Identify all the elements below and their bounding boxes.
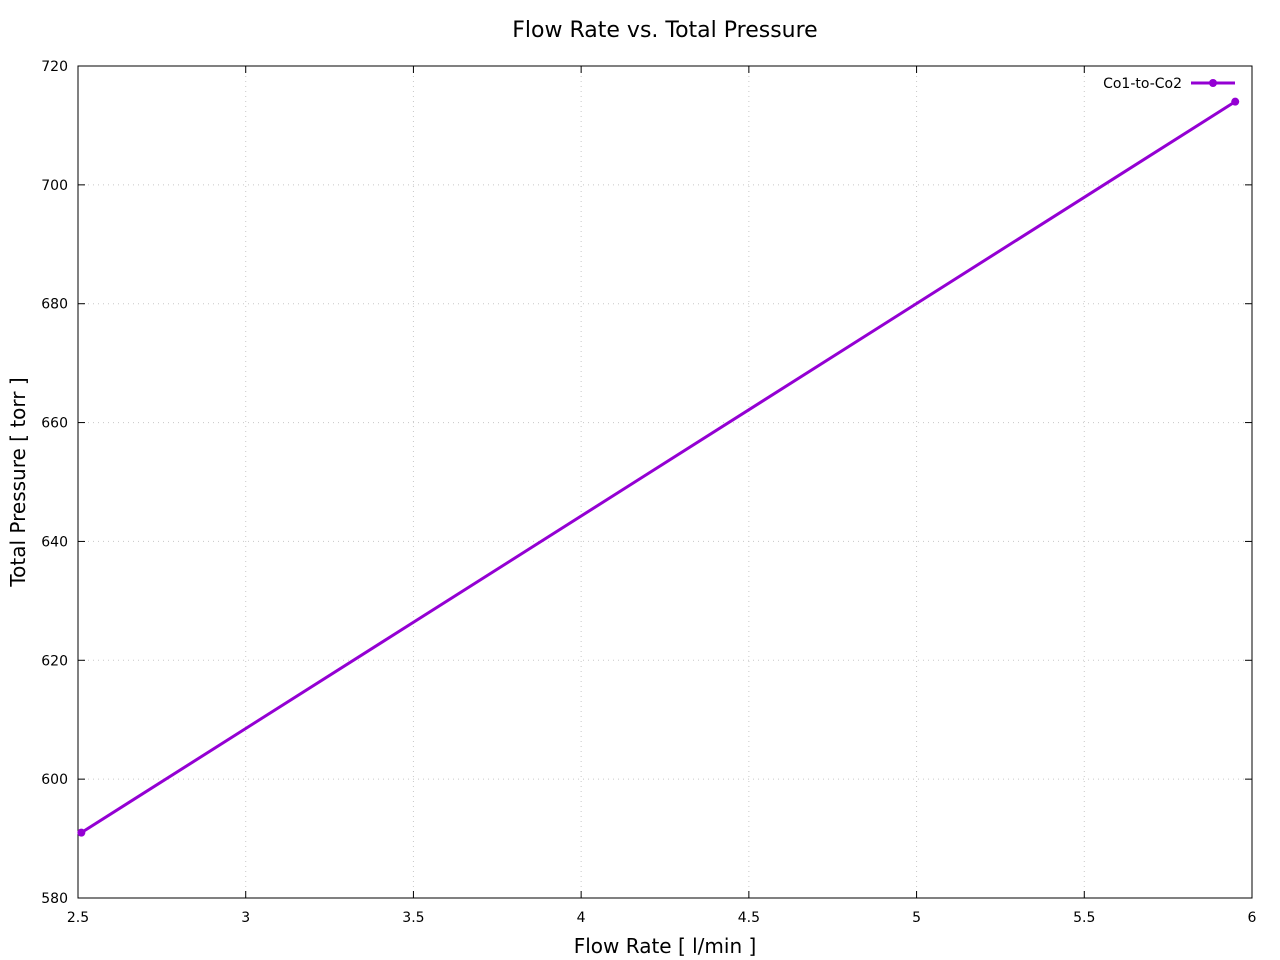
y-tick-label: 720 [41, 59, 68, 75]
series-layer [77, 97, 1240, 837]
y-tick-label: 640 [41, 534, 68, 550]
y-tick-label: 660 [41, 416, 68, 432]
x-tick-label: 6 [1248, 910, 1257, 926]
x-tick-labels: 2.5 3 3.5 4 4.5 5 5.5 6 [67, 910, 1257, 926]
y-tick-label: 700 [41, 178, 68, 194]
x-tick-label: 4.5 [738, 910, 760, 926]
x-tick-label: 2.5 [67, 910, 89, 926]
x-tick-label: 4 [577, 910, 586, 926]
y-tick-label: 580 [41, 891, 68, 907]
series-line-co1-to-co2 [80, 100, 1237, 834]
y-tick-label: 600 [41, 772, 68, 788]
data-point [1231, 97, 1240, 106]
plot-frame [77, 65, 1253, 899]
grid-lines [78, 66, 1252, 898]
legend-label-co1-to-co2: Co1-to-Co2 [1103, 76, 1182, 92]
y-tick-label: 680 [41, 297, 68, 313]
y-axis-label: Total Pressure [ torr ] [6, 377, 30, 587]
legend: Co1-to-Co2 [1103, 76, 1235, 92]
x-tick-label: 5 [912, 910, 921, 926]
x-tick-label: 5.5 [1073, 910, 1095, 926]
y-tick-label: 620 [41, 653, 68, 669]
x-tick-label: 3.5 [402, 910, 424, 926]
y-tick-labels: 580 600 620 640 660 680 700 720 [41, 59, 68, 907]
x-axis-label: Flow Rate [ l/min ] [574, 934, 757, 958]
legend-marker-swatch [1209, 79, 1217, 87]
axis-ticks [77, 65, 1253, 899]
x-tick-label: 3 [241, 910, 250, 926]
chart-title: Flow Rate vs. Total Pressure [512, 18, 817, 43]
data-point [77, 828, 86, 837]
